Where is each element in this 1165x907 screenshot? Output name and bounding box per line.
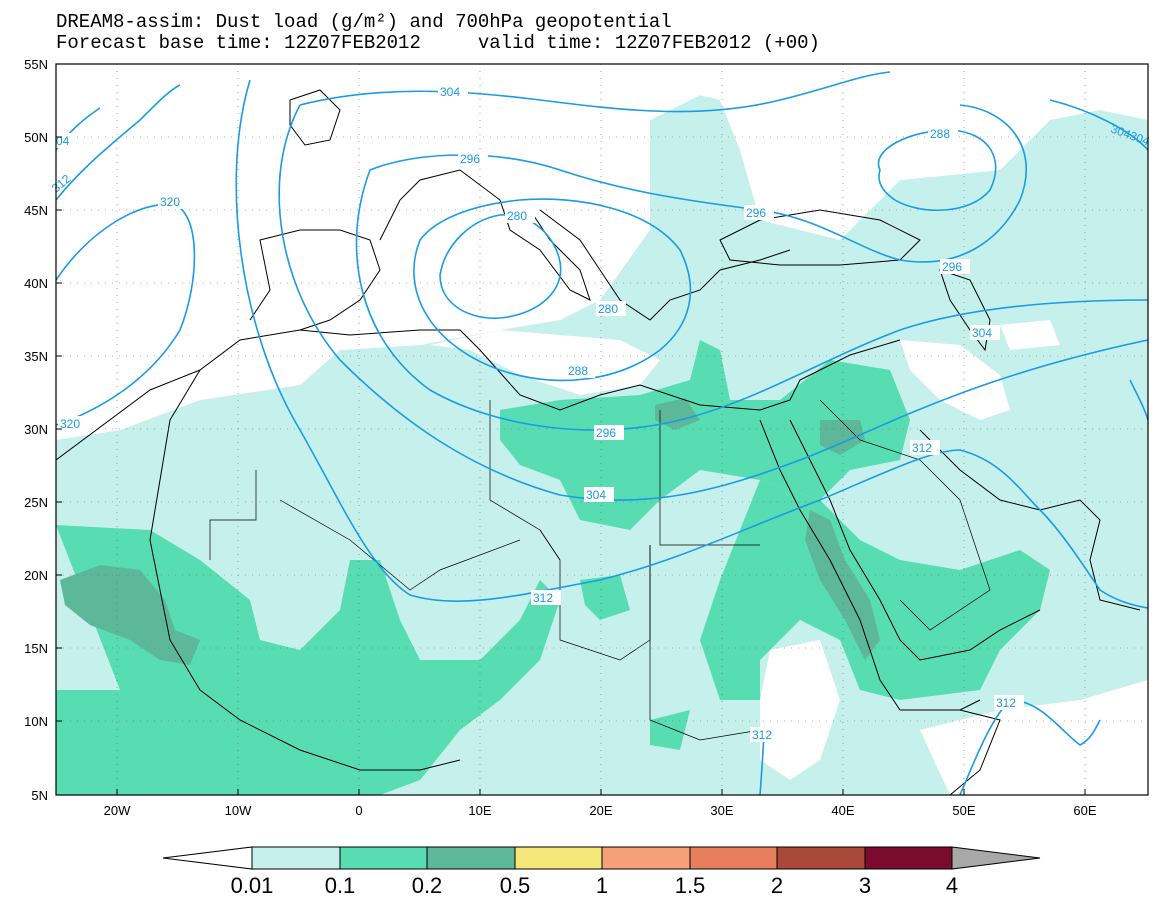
contour-label: 312	[912, 441, 932, 455]
colorbar: 0.01 0.1 0.2 0.5 1 1.5 2 3 4	[163, 847, 1040, 898]
colorbar-segment	[690, 847, 777, 869]
colorbar-label: 3	[859, 873, 871, 898]
contour-label: 296	[596, 426, 616, 440]
lon-label: 10E	[468, 803, 491, 818]
lat-label: 5N	[31, 788, 48, 803]
colorbar-label: 1.5	[675, 873, 706, 898]
lat-label: 50N	[24, 130, 48, 145]
contour-label: 296	[942, 260, 962, 274]
lat-label: 25N	[24, 495, 48, 510]
contour-label: 320	[60, 417, 80, 431]
colorbar-segment	[252, 847, 340, 869]
lat-label: 30N	[24, 422, 48, 437]
lon-label: 20E	[589, 803, 612, 818]
lon-label: 50E	[952, 803, 975, 818]
contour-label: 280	[507, 209, 527, 223]
latitude-labels: 55N 50N 45N 40N 35N 30N 25N 20N 15N 10N …	[24, 57, 48, 803]
colorbar-segment	[777, 847, 865, 869]
colorbar-label: 0.01	[231, 873, 274, 898]
contour-label: 312	[752, 728, 772, 742]
longitude-labels: 20W 10W 0 10E 20E 30E 40E 50E 60E	[104, 803, 1097, 818]
colorbar-over-arrow	[952, 847, 1040, 869]
colorbar-label: 1	[596, 873, 608, 898]
colorbar-segment	[865, 847, 952, 869]
contour-label: 312	[533, 591, 553, 605]
colorbar-segment	[515, 847, 602, 869]
lon-label: 40E	[831, 803, 854, 818]
lat-label: 55N	[24, 57, 48, 72]
contour-label: 296	[460, 152, 480, 166]
lat-label: 45N	[24, 203, 48, 218]
clear-area-iran	[1000, 320, 1060, 350]
lat-label: 40N	[24, 276, 48, 291]
contour-label: 304	[440, 85, 460, 99]
lon-label: 20W	[104, 803, 131, 818]
lon-label: 30E	[710, 803, 733, 818]
contour-label: 288	[568, 364, 588, 378]
colorbar-segment	[340, 847, 427, 869]
lon-label: 0	[355, 803, 362, 818]
contour-label: 280	[598, 302, 618, 316]
colorbar-segment	[602, 847, 690, 869]
lon-label: 60E	[1073, 803, 1096, 818]
colorbar-label: 0.2	[412, 873, 443, 898]
contour-label: 312	[996, 696, 1016, 710]
colorbar-label: 0.1	[325, 873, 356, 898]
lat-label: 20N	[24, 568, 48, 583]
contour-label: 320	[160, 195, 180, 209]
lat-label: 35N	[24, 349, 48, 364]
colorbar-label: 2	[771, 873, 783, 898]
lon-label: 10W	[225, 803, 252, 818]
contour-label: 288	[930, 127, 950, 141]
contour-label: 304	[586, 488, 606, 502]
contour-label: 304	[972, 326, 992, 340]
colorbar-segment	[427, 847, 515, 869]
contour-label: 04	[56, 134, 70, 148]
lat-label: 10N	[24, 714, 48, 729]
lat-label: 15N	[24, 641, 48, 656]
colorbar-label: 4	[946, 873, 958, 898]
colorbar-under-arrow	[163, 847, 252, 869]
contour-label: 296	[746, 206, 766, 220]
colorbar-label: 0.5	[500, 873, 531, 898]
